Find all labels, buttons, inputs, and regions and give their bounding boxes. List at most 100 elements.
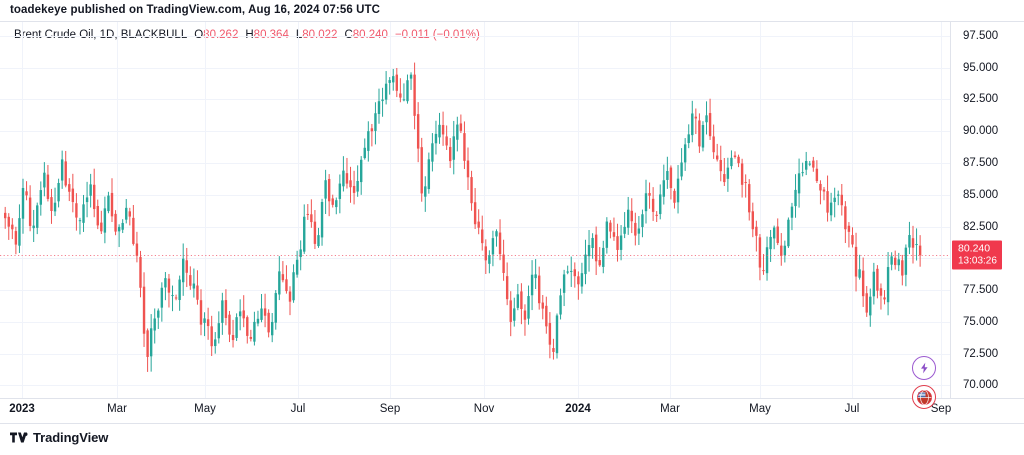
candle-body (584, 254, 587, 275)
candle-body (587, 245, 591, 257)
candle-body (819, 183, 822, 191)
candle-body (737, 156, 740, 164)
candle-body (619, 235, 623, 250)
header-divider (0, 21, 1024, 22)
candle-body (744, 181, 747, 183)
flag-globe-icon[interactable] (912, 385, 936, 409)
candle-body (449, 146, 452, 162)
candle-body (388, 80, 391, 83)
candle-body (50, 197, 53, 211)
candle-body (805, 161, 808, 170)
candle-body (89, 184, 92, 196)
candle-body (758, 237, 762, 268)
candle-body (840, 194, 843, 206)
price-tick-label: 97.500 (963, 29, 999, 42)
candle-body (573, 269, 576, 277)
tradingview-logo-icon (10, 432, 28, 443)
candle-body (516, 294, 520, 308)
candle-body (555, 315, 559, 354)
candle-body (224, 300, 228, 318)
candle-body (687, 134, 690, 144)
time-tick-label: Sep (379, 403, 401, 415)
candle-body (189, 275, 192, 286)
candlestick-plot-area[interactable] (0, 22, 950, 398)
candle-body (360, 159, 363, 183)
lightning-bolt-icon[interactable] (912, 356, 936, 380)
candle-body (637, 228, 641, 234)
candle-body (477, 221, 480, 228)
candle-body (787, 219, 790, 247)
price-tick-label: 95.000 (963, 61, 999, 74)
candle-body (630, 210, 633, 222)
candle-body (349, 180, 352, 188)
candle-body (199, 300, 203, 325)
candle-body (854, 246, 858, 277)
time-tick-label: Nov (473, 403, 495, 415)
candle-body (723, 174, 726, 183)
candle-body (772, 227, 776, 239)
candle-body (755, 226, 758, 236)
candle-body (794, 189, 797, 207)
candle-body (548, 323, 552, 345)
candle-body (580, 273, 584, 287)
candle-body (705, 115, 708, 123)
candle-body (644, 193, 648, 212)
candle-body (669, 167, 673, 189)
candle-body (182, 258, 185, 283)
candle-body (110, 192, 114, 217)
candle-body (456, 124, 459, 140)
candle-body (292, 272, 295, 301)
candle-body (221, 300, 224, 323)
candle-body (4, 212, 7, 219)
candle-body (445, 136, 448, 146)
candle-body (100, 222, 103, 232)
candle-body (566, 271, 569, 273)
candle-body (416, 114, 420, 149)
candle-body (377, 101, 381, 115)
candle-body (107, 195, 110, 212)
time-axis[interactable]: 2023 Mar May Jul Sep Nov 2024 Mar May Jul Sep (0, 399, 951, 423)
price-tick-label: 77.500 (963, 284, 999, 297)
candle-body (894, 257, 897, 266)
candle-body (438, 124, 441, 138)
candle-body (288, 291, 292, 302)
candle-body (673, 190, 676, 203)
candle-body (11, 224, 14, 230)
candle-body (634, 222, 637, 236)
candle-body (616, 236, 619, 250)
candle-body (481, 229, 484, 244)
candle-body (21, 187, 25, 219)
legend-high-value: 80.364 (253, 29, 289, 41)
candle-body (128, 211, 131, 217)
candle-body (762, 270, 765, 272)
candle-body (527, 296, 530, 319)
candle-body (570, 270, 573, 272)
time-tick-label: Mar (107, 403, 127, 415)
legend-high-key: H (245, 29, 254, 41)
candle-body (342, 170, 345, 187)
candle-body (488, 255, 491, 264)
price-axis[interactable]: 97.500 95.000 92.500 90.000 87.500 85.000 82.5… (950, 22, 1024, 398)
candle-body (381, 99, 384, 102)
candle-body (39, 190, 42, 205)
candle-body (253, 321, 256, 342)
candle-body (238, 311, 242, 317)
candle-body (911, 238, 915, 248)
candle-body (125, 207, 128, 220)
candle-body (708, 113, 712, 137)
candle-body (701, 125, 705, 148)
candle-body (847, 225, 851, 232)
candle-body (837, 194, 840, 196)
candle-body (648, 193, 651, 196)
candle-body (844, 206, 847, 230)
bolt-glyph (920, 362, 928, 374)
candle-body (260, 308, 263, 320)
candle-body (459, 123, 463, 131)
price-tick-label: 72.500 (963, 347, 999, 360)
candle-body (409, 74, 413, 79)
candle-body (399, 93, 402, 98)
legend-open-value: 80.262 (203, 29, 239, 41)
legend-symbol[interactable]: Brent Crude Oil, 1D, BLACKBULL (14, 29, 188, 41)
tradingview-footer-logo[interactable]: TradingView (10, 430, 108, 445)
